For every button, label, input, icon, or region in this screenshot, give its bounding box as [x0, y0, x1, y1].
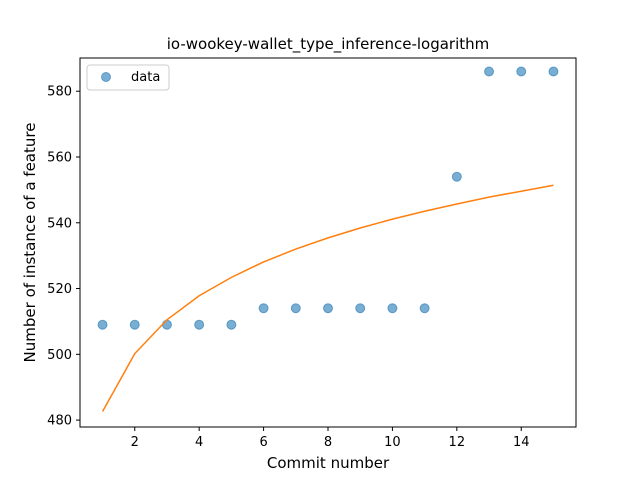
legend-label-data: data: [131, 70, 160, 85]
data-point: [161, 319, 172, 330]
y-tick-label: 580: [47, 85, 72, 100]
data-point: [419, 303, 430, 314]
y-tick-label: 560: [47, 150, 72, 165]
data-point: [194, 319, 205, 330]
data-point: [387, 303, 398, 314]
legend: data: [86, 64, 170, 91]
x-axis-ticks: 2 4 6 8 10 12 14: [131, 427, 530, 450]
data-point: [258, 303, 269, 314]
y-axis-ticks: 480 500 520 540 560 580: [47, 85, 80, 429]
x-axis-label: Commit number: [267, 454, 390, 472]
fit-line: [101, 184, 554, 412]
data-point: [484, 66, 495, 77]
data-point: [97, 319, 108, 330]
data-point: [451, 171, 462, 182]
x-tick-label: 14: [513, 435, 530, 450]
data-point: [355, 303, 366, 314]
data-point: [548, 66, 559, 77]
data-point: [323, 303, 333, 314]
x-tick-label: 12: [449, 435, 466, 450]
legend-marker-data: [101, 72, 111, 82]
chart-title: io-wookey-wallet_type_inference-logarith…: [167, 35, 490, 54]
legend-box: [86, 64, 170, 91]
x-tick-label: 6: [259, 435, 267, 450]
x-tick-label: 8: [324, 435, 332, 450]
y-axis-label: Number of instance of a feature: [21, 123, 39, 363]
plot-area: [97, 66, 559, 412]
x-tick-label: 4: [195, 435, 203, 450]
y-tick-label: 520: [47, 282, 72, 297]
data-point: [129, 319, 140, 330]
y-tick-label: 500: [47, 348, 72, 363]
y-tick-label: 540: [47, 216, 72, 231]
x-tick-label: 10: [384, 435, 401, 450]
x-tick-label: 2: [131, 435, 139, 450]
plot-frame: [79, 57, 577, 428]
y-tick-label: 480: [47, 414, 72, 429]
data-point: [516, 66, 527, 77]
data-point: [226, 319, 237, 330]
data-point: [290, 303, 301, 314]
